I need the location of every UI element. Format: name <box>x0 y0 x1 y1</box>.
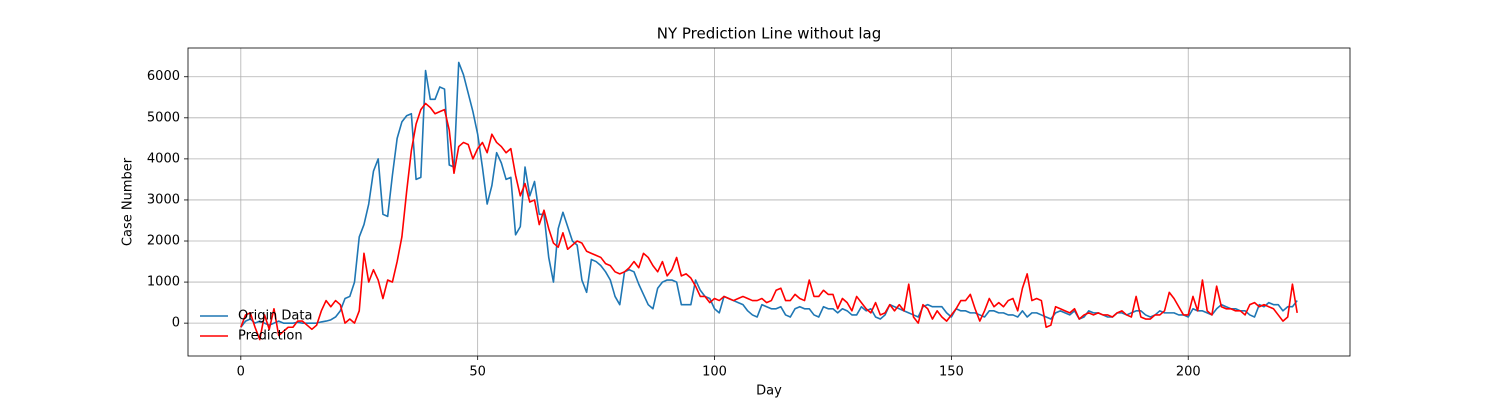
x-tick-label: 0 <box>237 365 245 380</box>
legend-label: Origin Data <box>238 309 312 324</box>
y-tick-label: 6000 <box>147 69 180 84</box>
y-tick-label: 3000 <box>147 192 180 207</box>
series-line <box>240 102 1298 341</box>
x-tick-label: 100 <box>702 365 727 380</box>
y-axis-label: Case Number <box>121 157 136 246</box>
x-tick-label: 50 <box>469 365 486 380</box>
legend-label: Prediction <box>238 329 303 344</box>
y-tick-label: 0 <box>172 316 180 331</box>
x-tick-label: 150 <box>939 365 964 380</box>
x-tick-label: 200 <box>1176 365 1201 380</box>
y-tick-label: 1000 <box>147 275 180 290</box>
series-line <box>240 61 1298 328</box>
y-tick-label: 2000 <box>147 234 180 249</box>
x-axis-label: Day <box>756 384 782 399</box>
axes-frame <box>187 47 1351 357</box>
chart-title: NY Prediction Line without lag <box>657 25 882 43</box>
y-tick-label: 4000 <box>147 151 180 166</box>
y-tick-label: 5000 <box>147 110 180 125</box>
